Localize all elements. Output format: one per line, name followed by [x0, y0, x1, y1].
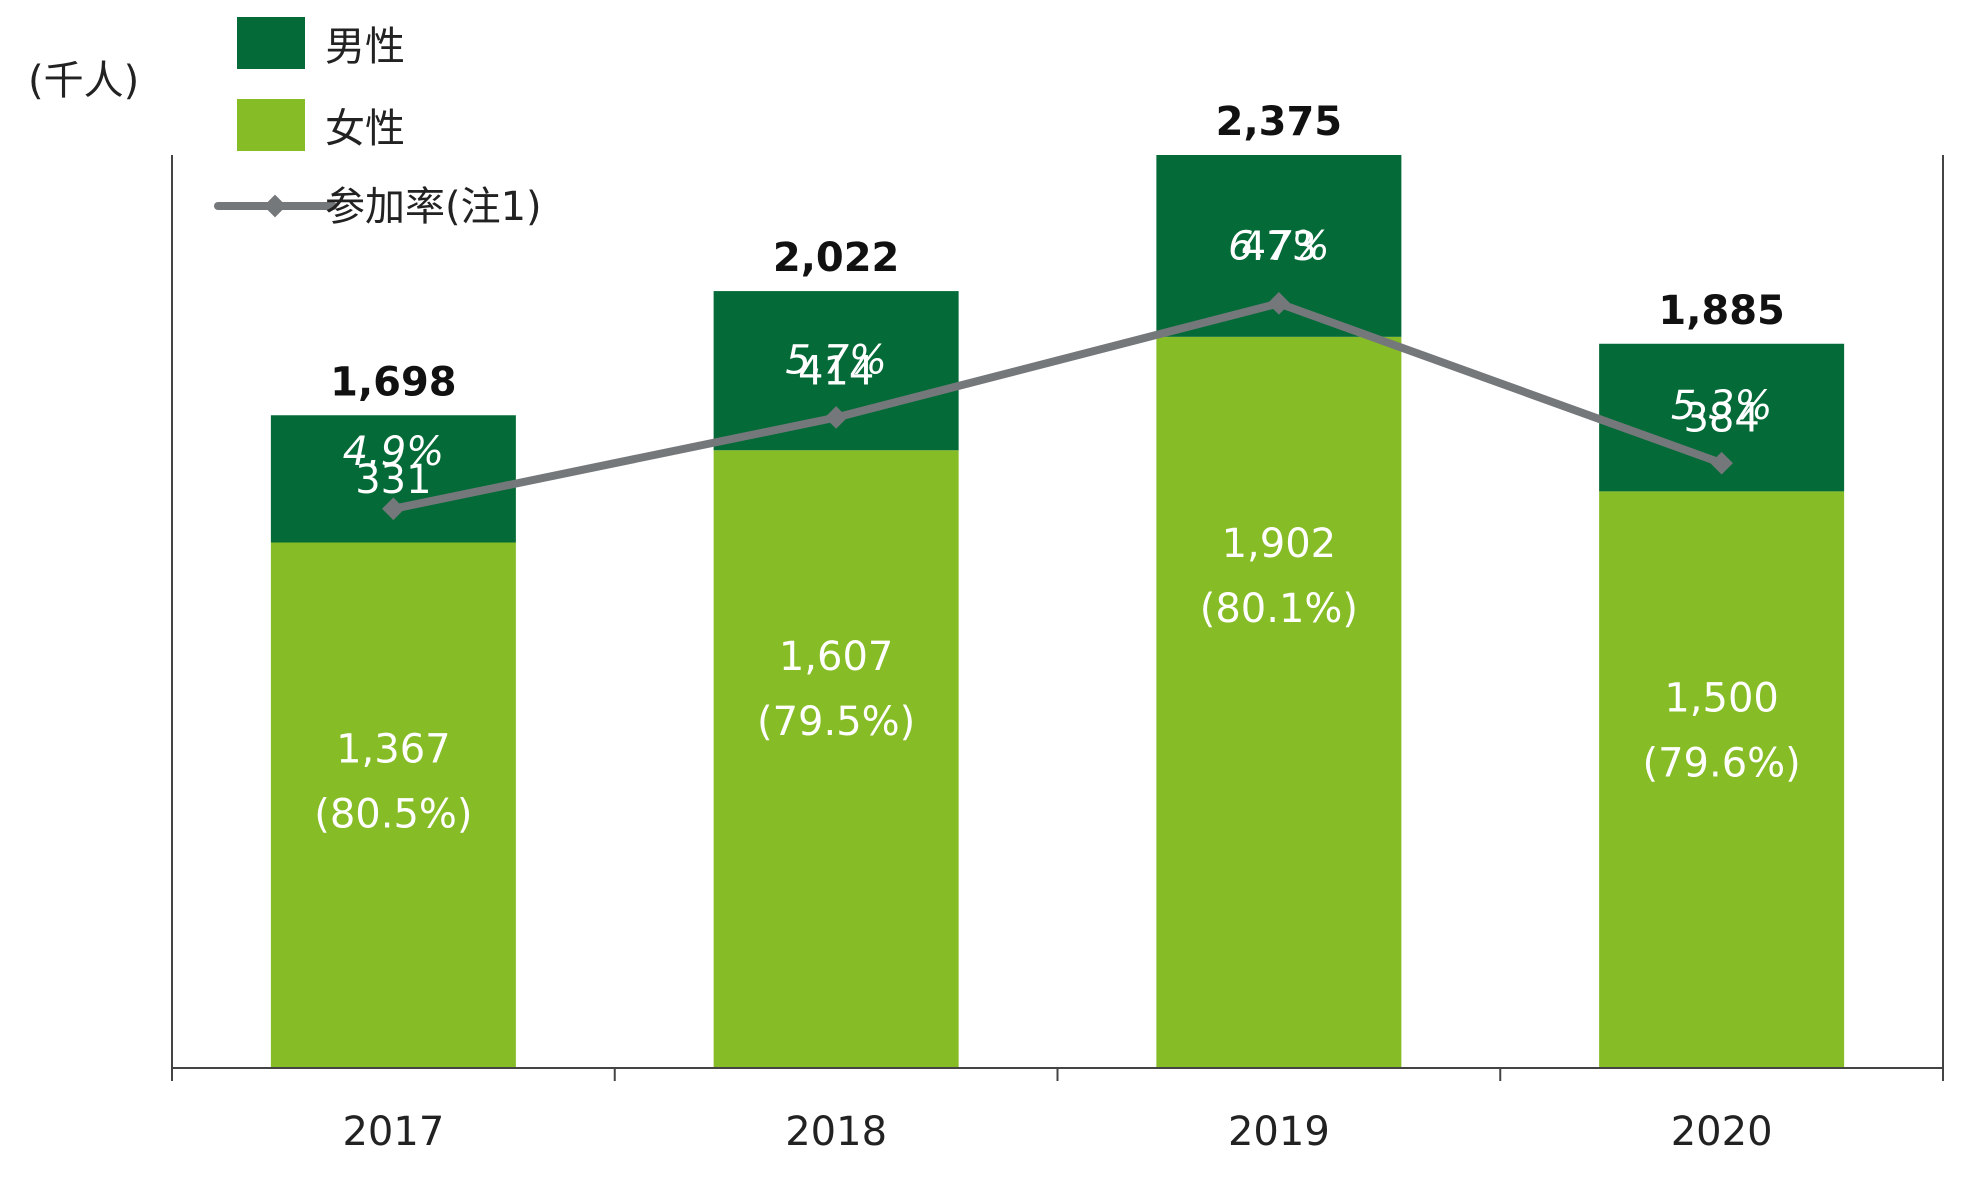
legend: 男性 女性 参加率(注1)	[214, 17, 542, 230]
x-tick-label-2019: 2019	[1228, 1109, 1330, 1155]
female-share-label-2020: (79.6%)	[1642, 740, 1800, 786]
male-value-label-2019: 473	[1241, 224, 1317, 270]
female-share-label-2017: (80.5%)	[314, 791, 472, 837]
female-value-label-2020: 1,500	[1664, 675, 1779, 721]
female-value-label-2017: 1,367	[336, 726, 451, 772]
legend-swatch-rate-marker	[263, 194, 287, 218]
rate-label-2017: 4.9%	[343, 429, 445, 475]
female-share-label-2018: (79.5%)	[757, 699, 915, 745]
bar-female-2020	[1599, 491, 1845, 1068]
total-label-2018: 2,022	[773, 235, 900, 281]
female-share-label-2019: (80.1%)	[1200, 586, 1358, 632]
legend-swatch-female	[237, 99, 305, 151]
bar-male-2017	[270, 415, 516, 543]
legend-label-male: 男性	[325, 24, 405, 70]
plot-area: 331 1,698 4.9% 1,367 (80.5%) 2017 414 2,022 5.7%…	[270, 99, 1845, 1155]
total-label-2019: 2,375	[1216, 99, 1343, 145]
legend-label-female: 女性	[325, 106, 405, 152]
x-tick-label-2017: 2017	[342, 1109, 444, 1155]
rate-label-2019: 6.7%	[1228, 223, 1330, 269]
rate-label-2018: 5.7%	[785, 337, 887, 383]
male-value-label-2018: 414	[798, 349, 874, 395]
rate-label-2020: 5.3%	[1671, 383, 1773, 429]
x-tick-label-2018: 2018	[785, 1109, 887, 1155]
bar-female-2019	[1156, 336, 1402, 1068]
bar-female-2018	[713, 450, 959, 1069]
legend-label-rate: 参加率(注1)	[325, 184, 542, 230]
female-value-label-2019: 1,902	[1222, 521, 1337, 567]
male-value-label-2020: 384	[1683, 396, 1759, 442]
legend-swatch-male	[237, 17, 305, 69]
rate-line	[392, 299, 1723, 513]
male-value-label-2017: 331	[355, 457, 431, 503]
y-axis-unit-label: (千人)	[28, 58, 139, 104]
bar-female-2017	[270, 542, 516, 1068]
total-label-2017: 1,698	[330, 359, 457, 405]
x-tick-label-2020: 2020	[1671, 1109, 1773, 1155]
total-label-2020: 1,885	[1658, 288, 1785, 334]
female-value-label-2018: 1,607	[779, 634, 894, 680]
